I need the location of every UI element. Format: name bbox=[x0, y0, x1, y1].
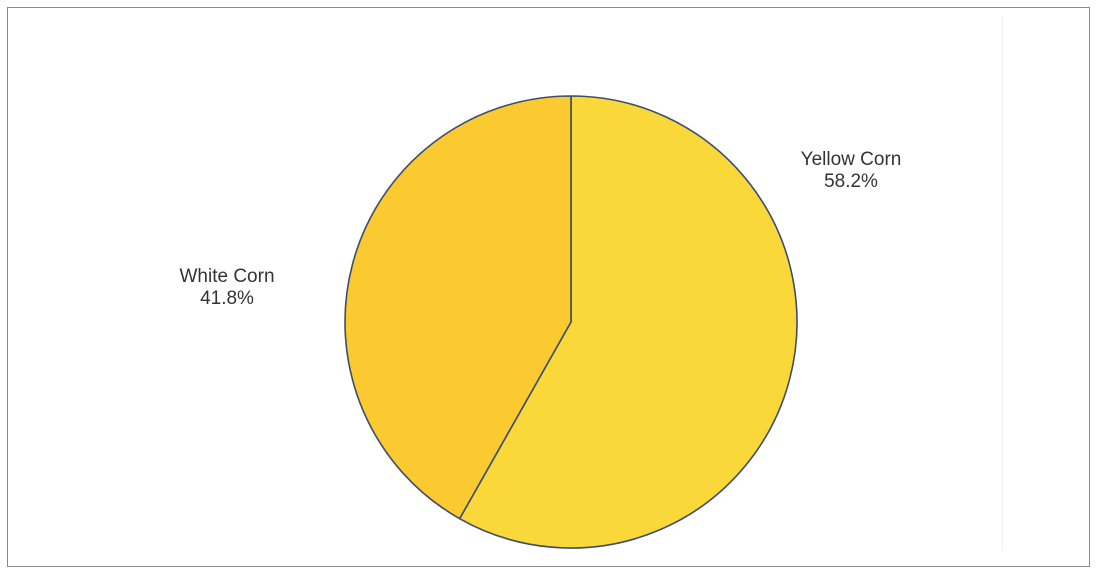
slice-label-white-corn: White Corn 41.8% bbox=[179, 266, 274, 310]
slice-label-white-corn-value: 41.8% bbox=[200, 288, 254, 309]
slice-label-yellow-corn-name: Yellow Corn bbox=[800, 149, 902, 170]
slice-label-yellow-corn-value: 58.2% bbox=[824, 171, 878, 192]
slice-label-white-corn-name: White Corn bbox=[179, 266, 275, 287]
pie-slice-white-corn bbox=[344, 95, 572, 520]
slice-label-yellow-corn: Yellow Corn 58.2% bbox=[801, 149, 902, 193]
pie-slice-yellow-corn bbox=[458, 95, 798, 549]
plot-area-edge bbox=[1002, 16, 1003, 551]
